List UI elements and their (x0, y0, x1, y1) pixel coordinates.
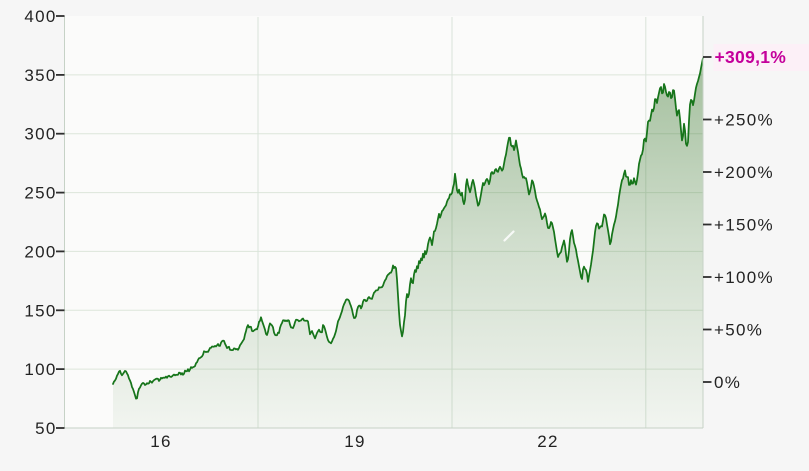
svg-text:22: 22 (537, 432, 559, 451)
svg-text:250: 250 (24, 184, 56, 203)
svg-text:150: 150 (24, 301, 56, 320)
svg-text:0%: 0% (714, 373, 741, 392)
svg-text:+309,1%: +309,1% (715, 47, 787, 67)
svg-text:400: 400 (24, 7, 56, 26)
svg-text:+200%: +200% (714, 163, 774, 182)
svg-text:+50%: +50% (714, 321, 763, 340)
svg-text:+250%: +250% (714, 111, 774, 130)
svg-text:+100%: +100% (714, 268, 774, 287)
svg-text:50: 50 (35, 419, 57, 438)
svg-text:16: 16 (150, 432, 172, 451)
svg-text:300: 300 (24, 125, 56, 144)
svg-text:200: 200 (24, 242, 56, 261)
svg-text:+150%: +150% (714, 216, 774, 235)
svg-text:100: 100 (24, 360, 56, 379)
svg-text:19: 19 (344, 432, 366, 451)
svg-text:350: 350 (24, 66, 56, 85)
